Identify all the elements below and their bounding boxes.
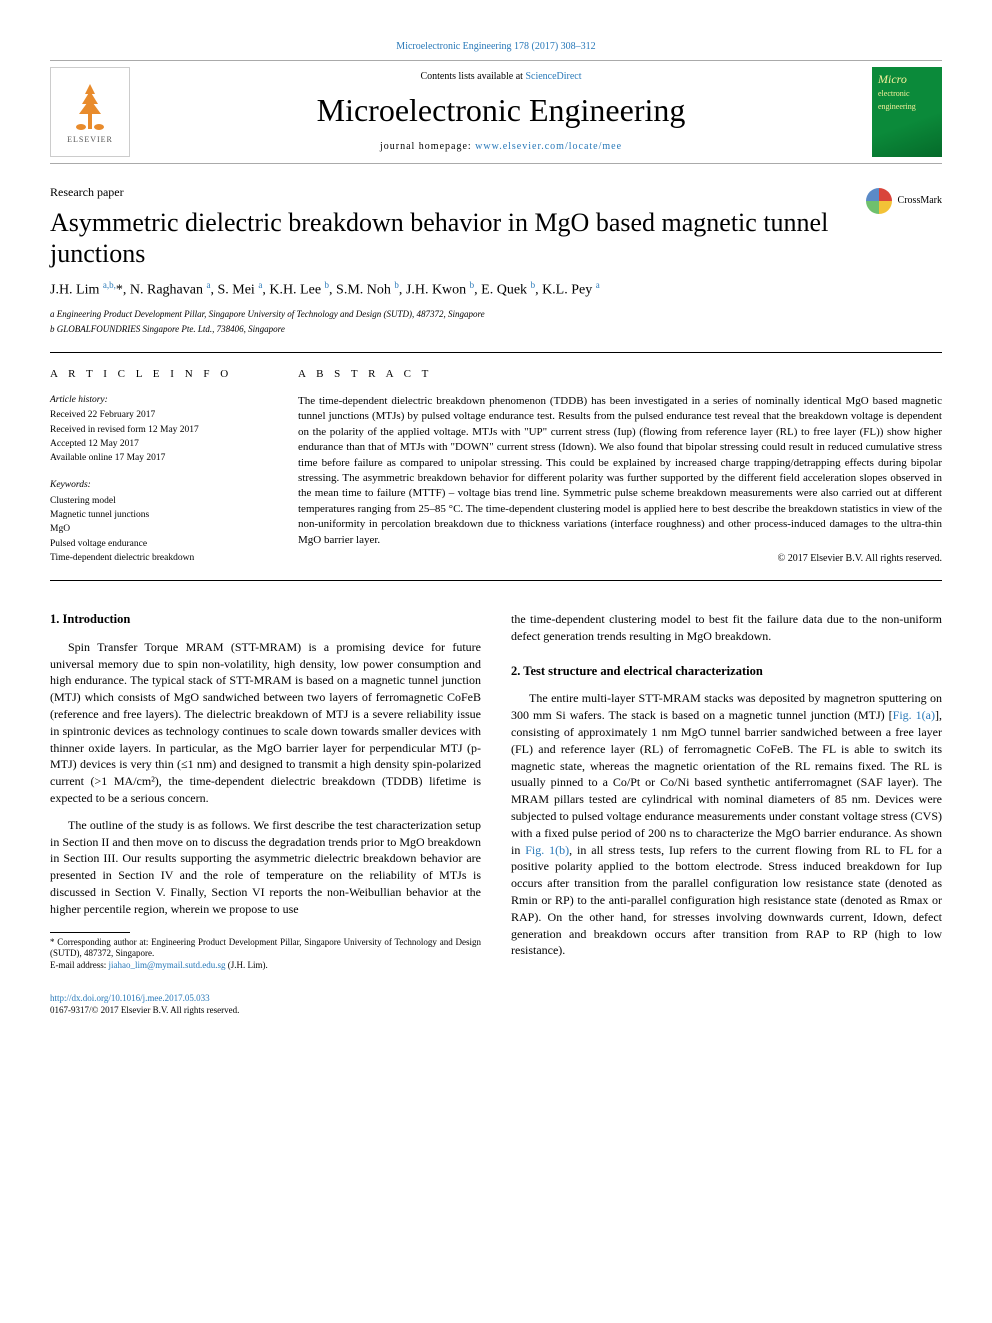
email-footnote: E-mail address: jiahao_lim@mymail.sutd.e… [50,960,481,972]
history-online: Available online 17 May 2017 [50,452,266,465]
body-columns: 1. Introduction Spin Transfer Torque MRA… [50,611,942,971]
issn-copyright: 0167-9317/© 2017 Elsevier B.V. All right… [50,1004,239,1017]
journal-title: Microelectronic Engineering [130,88,872,133]
affiliations: a Engineering Product Development Pillar… [50,308,942,352]
corresponding-author-footnote: * Corresponding author at: Engineering P… [50,937,481,960]
history-label: Article history: [50,394,266,407]
body-column-left: 1. Introduction Spin Transfer Torque MRA… [50,611,481,971]
journal-homepage-link[interactable]: www.elsevier.com/locate/mee [475,141,622,152]
section-2-heading: 2. Test structure and electrical charact… [511,663,942,681]
abstract-text: The time-dependent dielectric breakdown … [298,394,942,548]
article-info: A R T I C L E I N F O Article history: R… [50,353,280,581]
keyword-1: Clustering model [50,495,266,508]
s2-text-a: The entire multi-layer STT-MRAM stacks w… [511,691,942,722]
section-1-heading: 1. Introduction [50,611,481,629]
elsevier-tree-icon [65,79,115,134]
keyword-2: Magnetic tunnel junctions [50,509,266,522]
intro-continuation: the time-dependent clustering model to b… [511,611,942,645]
footnote-separator [50,932,130,933]
email-link[interactable]: jiahao_lim@mymail.sutd.edu.sg [108,960,225,970]
history-revised: Received in revised form 12 May 2017 [50,424,266,437]
homepage-prefix: journal homepage: [380,141,475,152]
elsevier-label: ELSEVIER [67,134,113,145]
authors-line: J.H. Lim a,b,*, N. Raghavan a, S. Mei a,… [50,279,942,300]
affiliation-b: b GLOBALFOUNDRIES Singapore Pte. Ltd., 7… [50,323,942,336]
crossmark-label: CrossMark [898,194,942,208]
keyword-5: Time-dependent dielectric breakdown [50,552,266,565]
doi-link[interactable]: http://dx.doi.org/10.1016/j.mee.2017.05.… [50,992,239,1005]
abstract-label: A B S T R A C T [298,367,942,382]
keyword-4: Pulsed voltage endurance [50,538,266,551]
fig1a-link[interactable]: Fig. 1(a) [893,708,935,722]
cover-title-2: electronic [878,88,936,99]
journal-header: ELSEVIER Contents lists available at Sci… [50,60,942,164]
journal-cover-thumbnail: Micro electronic engineering [872,67,942,157]
elsevier-logo: ELSEVIER [50,67,130,157]
cover-title-1: Micro [878,73,936,86]
article-info-label: A R T I C L E I N F O [50,367,266,382]
header-citation: Microelectronic Engineering 178 (2017) 3… [50,40,942,54]
abstract-copyright: © 2017 Elsevier B.V. All rights reserved… [298,552,942,566]
email-label: E-mail address: [50,960,108,970]
keyword-3: MgO [50,523,266,536]
paper-type: Research paper [50,184,942,201]
s2-text-c: , in all stress tests, Iup refers to the… [511,843,942,958]
affiliation-a: a Engineering Product Development Pillar… [50,308,942,321]
keywords-label: Keywords: [50,479,266,492]
email-suffix: (J.H. Lim). [226,960,268,970]
crossmark[interactable]: CrossMark [866,188,942,214]
journal-homepage-line: journal homepage: www.elsevier.com/locat… [130,140,872,154]
s2-text-b: ], consisting of approximately 1 nm MgO … [511,708,942,856]
crossmark-icon [866,188,892,214]
fig1b-link[interactable]: Fig. 1(b) [525,843,569,857]
section-2-para: The entire multi-layer STT-MRAM stacks w… [511,690,942,959]
intro-para-1: Spin Transfer Torque MRAM (STT-MRAM) is … [50,639,481,807]
page-footer: http://dx.doi.org/10.1016/j.mee.2017.05.… [50,992,942,1017]
intro-para-2: The outline of the study is as follows. … [50,817,481,918]
cover-title-3: engineering [878,101,936,112]
contents-prefix: Contents lists available at [420,71,525,82]
body-column-right: the time-dependent clustering model to b… [511,611,942,971]
history-accepted: Accepted 12 May 2017 [50,438,266,451]
sciencedirect-link[interactable]: ScienceDirect [525,71,581,82]
history-received: Received 22 February 2017 [50,409,266,422]
contents-line: Contents lists available at ScienceDirec… [130,70,872,84]
abstract: A B S T R A C T The time-dependent diele… [280,353,942,581]
paper-title: Asymmetric dielectric breakdown behavior… [50,207,942,269]
